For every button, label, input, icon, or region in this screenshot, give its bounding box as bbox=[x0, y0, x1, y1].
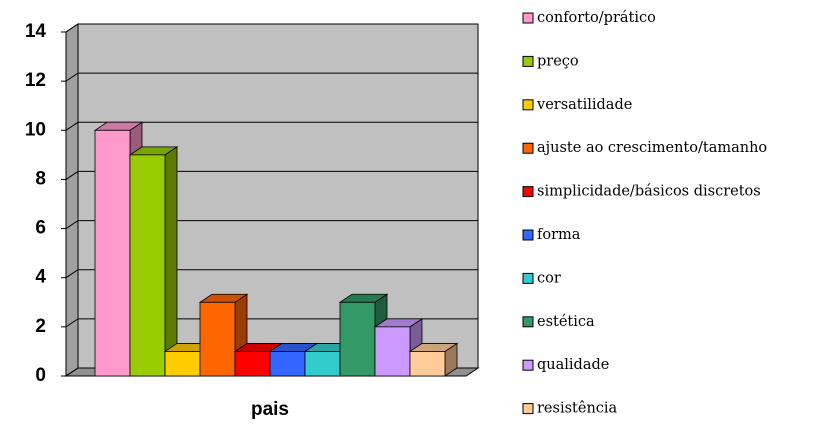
grid-line bbox=[65, 220, 478, 229]
bar bbox=[408, 342, 459, 377]
legend-label: conforto/prático bbox=[537, 10, 656, 26]
legend-label: ajuste ao crescimento/tamanho bbox=[537, 140, 767, 156]
legend-swatch bbox=[522, 316, 534, 328]
y-tick-label: 4 bbox=[35, 267, 46, 288]
bar-side bbox=[164, 146, 178, 377]
legend-swatch bbox=[522, 186, 534, 198]
grid-line bbox=[65, 170, 478, 180]
grid-line bbox=[65, 72, 478, 82]
grid-line bbox=[65, 121, 478, 131]
legend-swatch bbox=[522, 229, 534, 241]
legend-label: versatilidade bbox=[536, 97, 632, 113]
legend-label: qualidade bbox=[537, 357, 609, 373]
bar bbox=[128, 146, 179, 377]
x-tick-label: pais bbox=[251, 399, 289, 420]
legend-swatch bbox=[522, 142, 534, 154]
y-tick-label: 14 bbox=[25, 21, 47, 42]
grid-line bbox=[65, 23, 478, 33]
bar-front bbox=[339, 301, 376, 377]
legend-swatch bbox=[522, 55, 534, 67]
bar-front bbox=[374, 326, 411, 377]
bar-front bbox=[304, 351, 341, 377]
legend-swatch bbox=[522, 403, 534, 415]
bar-front bbox=[164, 351, 201, 377]
y-tick-label: 2 bbox=[35, 316, 46, 337]
legend-label: cor bbox=[537, 270, 561, 286]
y-tick-label: 8 bbox=[35, 168, 46, 189]
bar-front bbox=[199, 301, 236, 377]
legend-swatch bbox=[522, 359, 534, 371]
y-tick-label: 0 bbox=[35, 365, 46, 386]
bar-front bbox=[409, 351, 446, 377]
bar-front bbox=[234, 351, 271, 377]
bar-front bbox=[129, 154, 166, 377]
bar-front bbox=[269, 351, 306, 377]
legend-label: preço bbox=[537, 53, 579, 69]
bar-front bbox=[94, 129, 131, 377]
y-tick-label: 6 bbox=[35, 218, 46, 239]
legend-label: simplicidade/básicos discretos bbox=[537, 184, 761, 200]
legend-label: resistência bbox=[537, 401, 618, 417]
grid-line bbox=[65, 269, 478, 279]
legend-swatch bbox=[522, 12, 534, 24]
legend-swatch bbox=[522, 272, 534, 284]
legend-label: forma bbox=[537, 227, 581, 243]
legend-label: estética bbox=[537, 314, 595, 330]
y-tick-label: 10 bbox=[25, 119, 46, 140]
legend-swatch bbox=[522, 99, 534, 111]
y-tick-label: 12 bbox=[25, 70, 46, 91]
